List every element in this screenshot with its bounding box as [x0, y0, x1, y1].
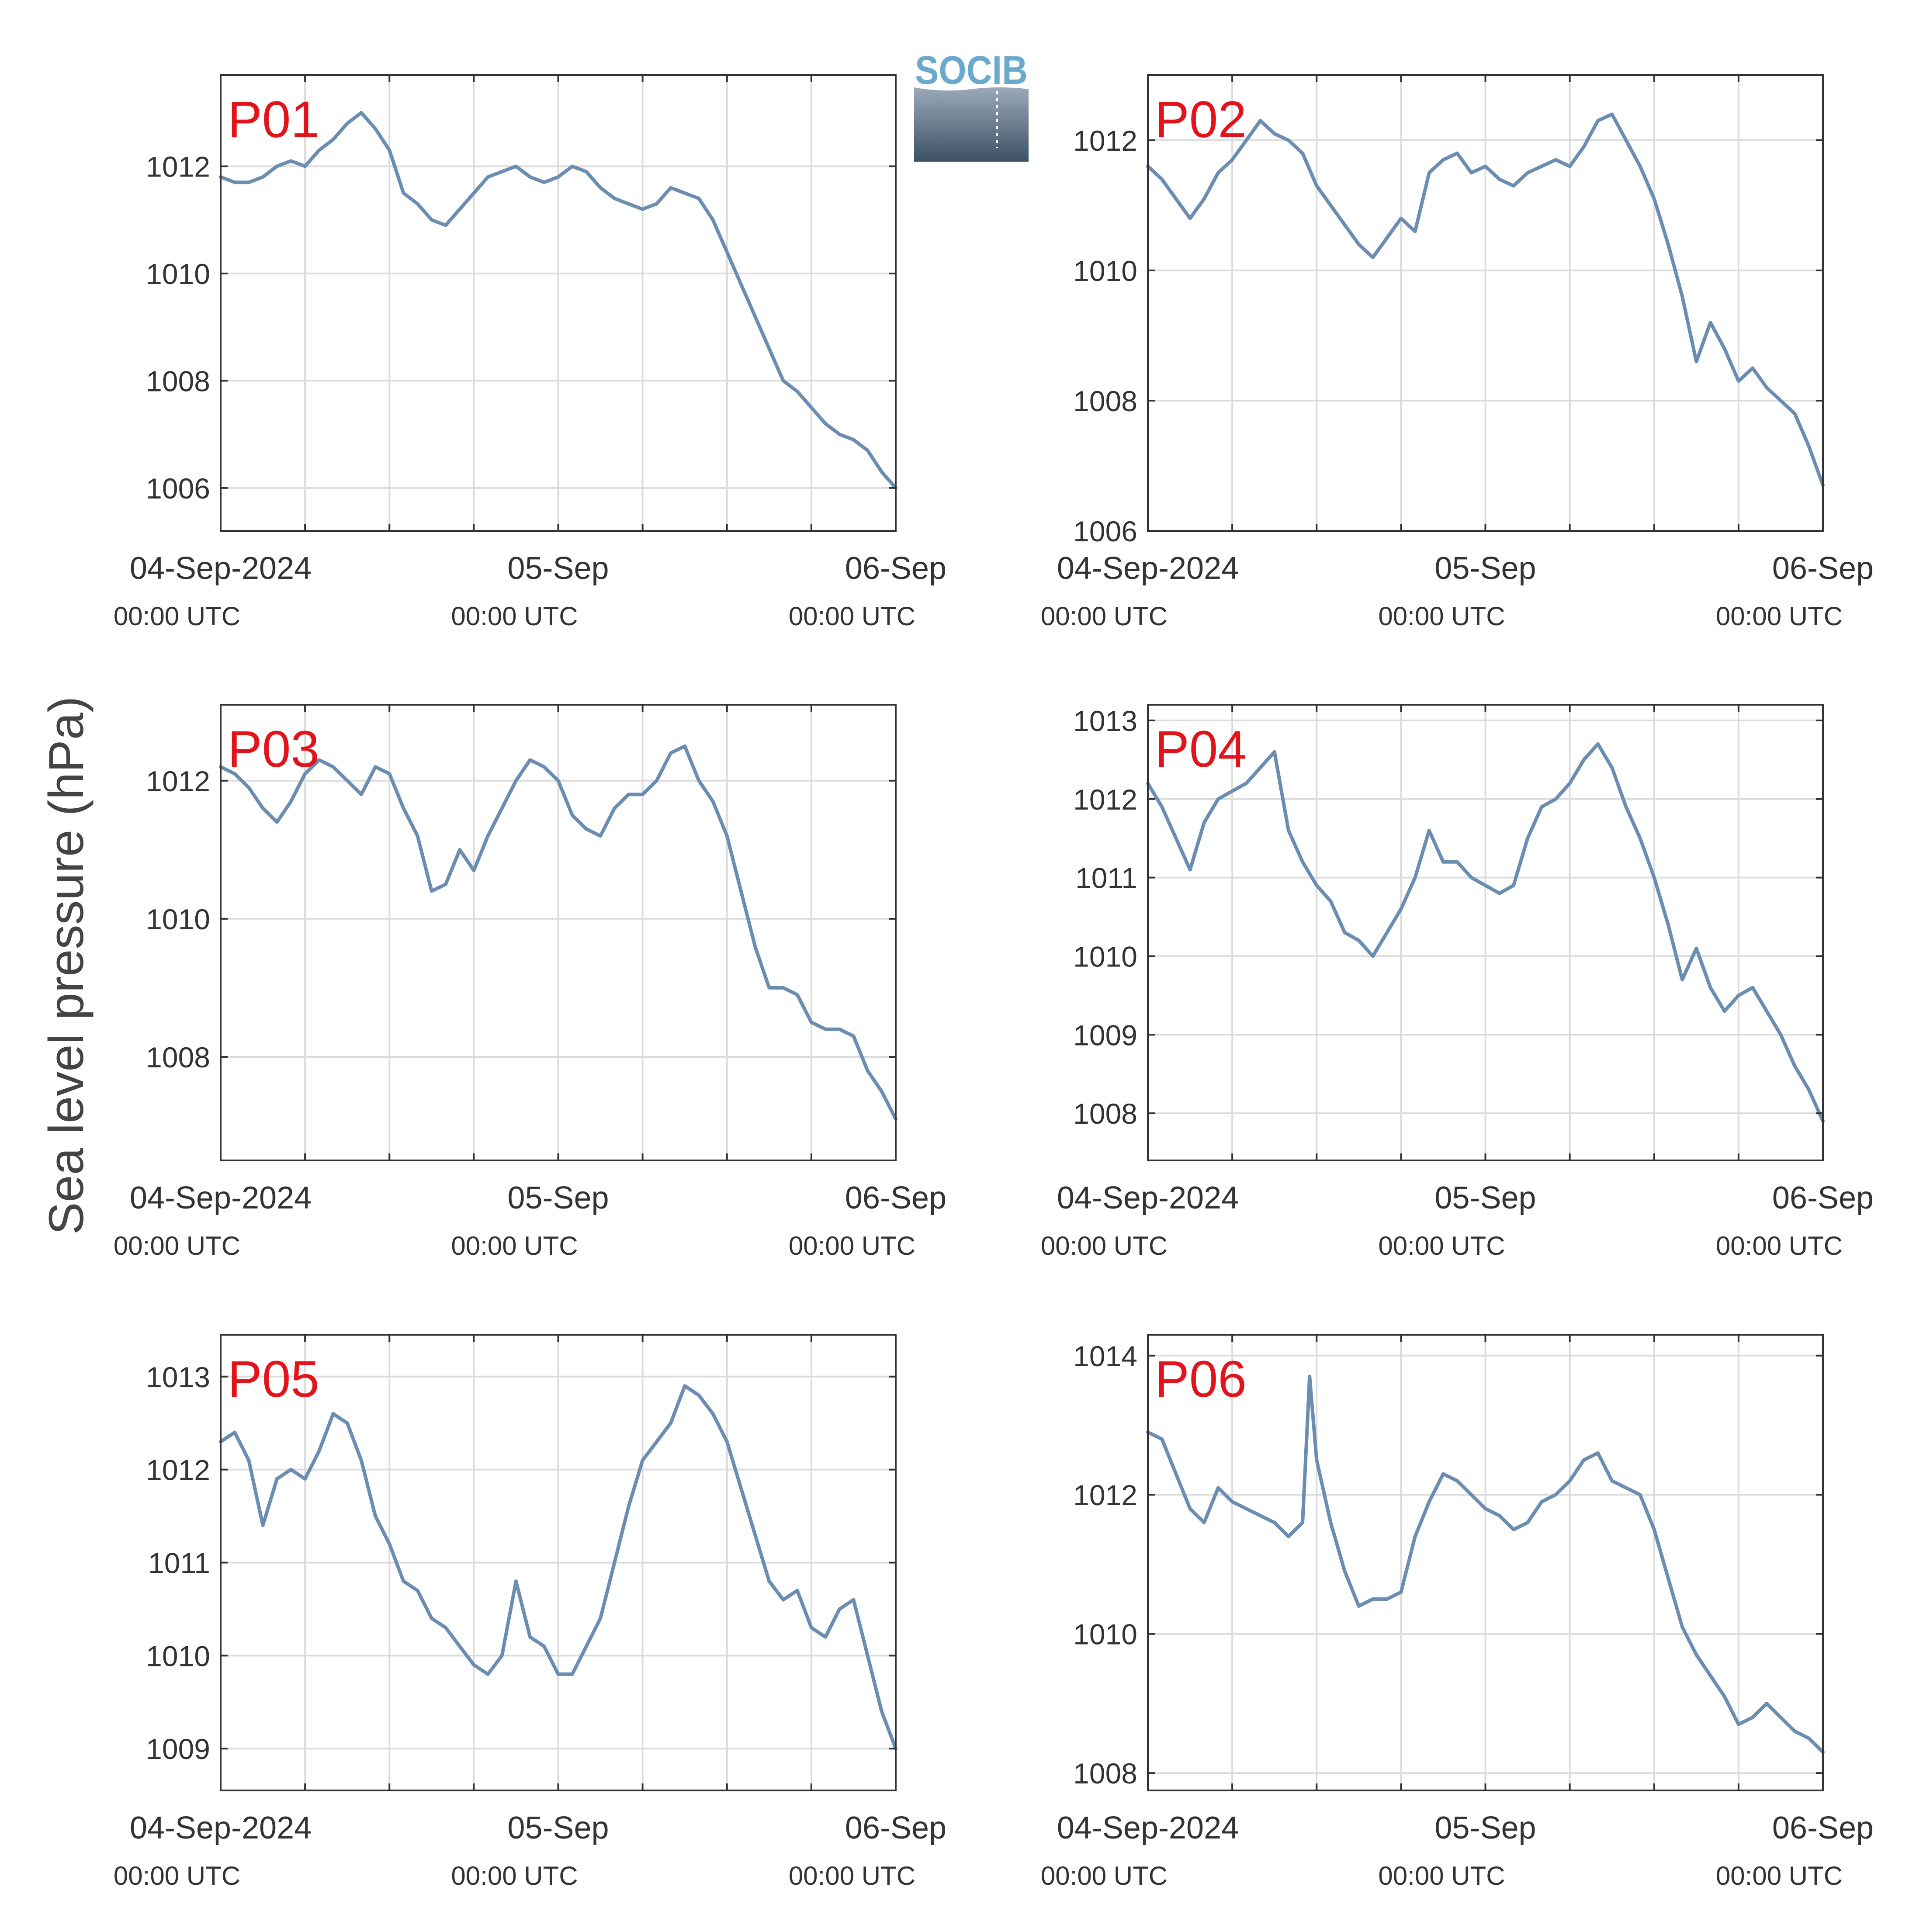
panel-label: P05: [228, 1350, 319, 1408]
y-tick-label: 1009: [1073, 1019, 1137, 1051]
x-tick-date: 04-Sep-2024: [130, 551, 312, 586]
x-tick-time: 00:00 UTC: [451, 1231, 578, 1260]
logo-wave-icon: [914, 87, 1029, 162]
y-tick-label: 1012: [146, 1454, 210, 1486]
y-tick-label: 1008: [146, 1041, 210, 1073]
x-tick-date: 04-Sep-2024: [130, 1811, 312, 1845]
y-tick-label: 1010: [146, 903, 210, 935]
x-tick-time: 00:00 UTC: [451, 1861, 578, 1890]
y-tick-label: 1010: [146, 258, 210, 290]
x-tick-date: 06-Sep: [845, 1181, 946, 1215]
x-tick-date: 06-Sep: [1772, 1181, 1874, 1215]
y-tick-label: 1010: [1073, 1618, 1137, 1651]
y-tick-label: 1010: [146, 1640, 210, 1672]
x-tick-time: 00:00 UTC: [789, 602, 915, 631]
x-tick-date: 04-Sep-2024: [1057, 551, 1239, 586]
y-tick-label: 1012: [1073, 1479, 1137, 1511]
y-tick-label: 1008: [1073, 385, 1137, 417]
gridlines: [1147, 1335, 1824, 1790]
y-tick-label: 1008: [146, 365, 210, 397]
x-tick-date: 05-Sep: [507, 1811, 609, 1845]
x-tick-date: 05-Sep: [507, 1181, 609, 1215]
series-line: [219, 111, 897, 490]
panel-label: P04: [1155, 720, 1247, 778]
ticks: [1147, 75, 1824, 532]
x-tick-time: 00:00 UTC: [789, 1231, 915, 1260]
logo-text: SOCIB: [915, 48, 1028, 93]
x-tick-date: 04-Sep-2024: [1057, 1811, 1239, 1845]
x-tick-time: 00:00 UTC: [114, 602, 240, 631]
panel-label: P03: [228, 720, 319, 778]
ticks: [220, 1335, 897, 1790]
ticks: [1147, 705, 1824, 1160]
x-tick-time: 00:00 UTC: [114, 1861, 240, 1890]
x-tick-date: 06-Sep: [845, 1811, 946, 1845]
y-tick-label: 1008: [1073, 1757, 1137, 1790]
y-tick-label: 1014: [1073, 1340, 1137, 1372]
y-tick-label: 1009: [146, 1733, 210, 1765]
x-tick-time: 00:00 UTC: [1041, 602, 1168, 631]
panel-02: 1006 1008 1010 1012 04-Sep-2024 00:00 UTC 05-S…: [1041, 74, 1874, 631]
x-tick-date: 05-Sep: [1434, 1811, 1536, 1845]
panel-label: P02: [1155, 91, 1247, 149]
x-tick-date: 05-Sep: [1434, 1181, 1536, 1215]
gridlines: [1147, 75, 1824, 532]
y-tick-label: 1008: [1073, 1098, 1137, 1130]
x-tick-date: 04-Sep-2024: [1057, 1181, 1239, 1215]
y-tick-label: 1013: [146, 1361, 210, 1393]
panel-03: 1008 1010 1012 04-Sep-2024 00:00 UTC 05-Sep 00…: [114, 704, 946, 1260]
x-tick-time: 00:00 UTC: [1716, 1231, 1843, 1260]
socib-logo: SOCIB: [914, 48, 1029, 162]
x-tick-date: 05-Sep: [1434, 551, 1536, 586]
gridlines: [220, 705, 897, 1160]
y-tick-label: 1010: [1073, 255, 1137, 287]
gridlines: [220, 1335, 897, 1790]
panels: 1006 1008 1010 1012 04-Sep-2024 00:00 UTC 05-S…: [114, 74, 1874, 1890]
ticks: [220, 75, 897, 531]
panel-label: P06: [1155, 1350, 1247, 1408]
x-tick-date: 04-Sep-2024: [130, 1181, 312, 1215]
x-tick-time: 00:00 UTC: [1378, 1861, 1505, 1890]
series-line: [1146, 1375, 1825, 1754]
panel-06: 1008 1010 1012 1014 04-Sep-2024 00:00 UTC 05-S…: [1041, 1334, 1874, 1890]
ticks: [1147, 1335, 1824, 1790]
y-tick-label: 1010: [1073, 940, 1137, 973]
x-tick-time: 00:00 UTC: [114, 1231, 240, 1260]
x-tick-time: 00:00 UTC: [1716, 1861, 1843, 1890]
panel-01: 1006 1008 1010 1012 04-Sep-2024 00:00 UTC 05-S…: [114, 74, 946, 631]
x-tick-date: 05-Sep: [507, 551, 609, 586]
x-tick-date: 06-Sep: [1772, 551, 1874, 586]
x-tick-date: 06-Sep: [1772, 1811, 1874, 1845]
x-tick-time: 00:00 UTC: [1041, 1231, 1168, 1260]
x-tick-time: 00:00 UTC: [1041, 1861, 1168, 1890]
panel-04: 1008 1009 1010 1011 1012 1013 04-Sep-2024 00:00…: [1041, 704, 1874, 1260]
ticks: [220, 705, 897, 1160]
y-tick-label: 1012: [146, 151, 210, 183]
series-line: [219, 1384, 897, 1751]
panel-label: P01: [228, 91, 319, 149]
x-tick-date: 06-Sep: [845, 551, 946, 586]
panel-05: 1009 1010 1011 1012 1013 04-Sep-2024 00:00 UTC…: [114, 1334, 946, 1890]
y-tick-label: 1006: [1073, 515, 1137, 547]
gridlines: [1147, 705, 1824, 1160]
y-tick-label: 1012: [1073, 125, 1137, 157]
gridlines: [220, 75, 897, 531]
y-tick-label: 1006: [146, 472, 210, 505]
y-axis-label: Sea level pressure (hPa): [39, 696, 94, 1235]
series-line: [219, 744, 897, 1121]
y-tick-label: 1012: [146, 765, 210, 797]
x-tick-time: 00:00 UTC: [451, 602, 578, 631]
x-tick-time: 00:00 UTC: [1716, 602, 1843, 631]
x-tick-time: 00:00 UTC: [1378, 602, 1505, 631]
x-tick-time: 00:00 UTC: [1378, 1231, 1505, 1260]
x-tick-time: 00:00 UTC: [789, 1861, 915, 1890]
y-tick-label: 1011: [1075, 862, 1137, 894]
y-tick-label: 1011: [148, 1547, 210, 1579]
series-line: [1146, 742, 1825, 1123]
series-line: [1146, 112, 1825, 487]
y-tick-label: 1013: [1073, 705, 1137, 737]
y-tick-label: 1012: [1073, 783, 1137, 816]
